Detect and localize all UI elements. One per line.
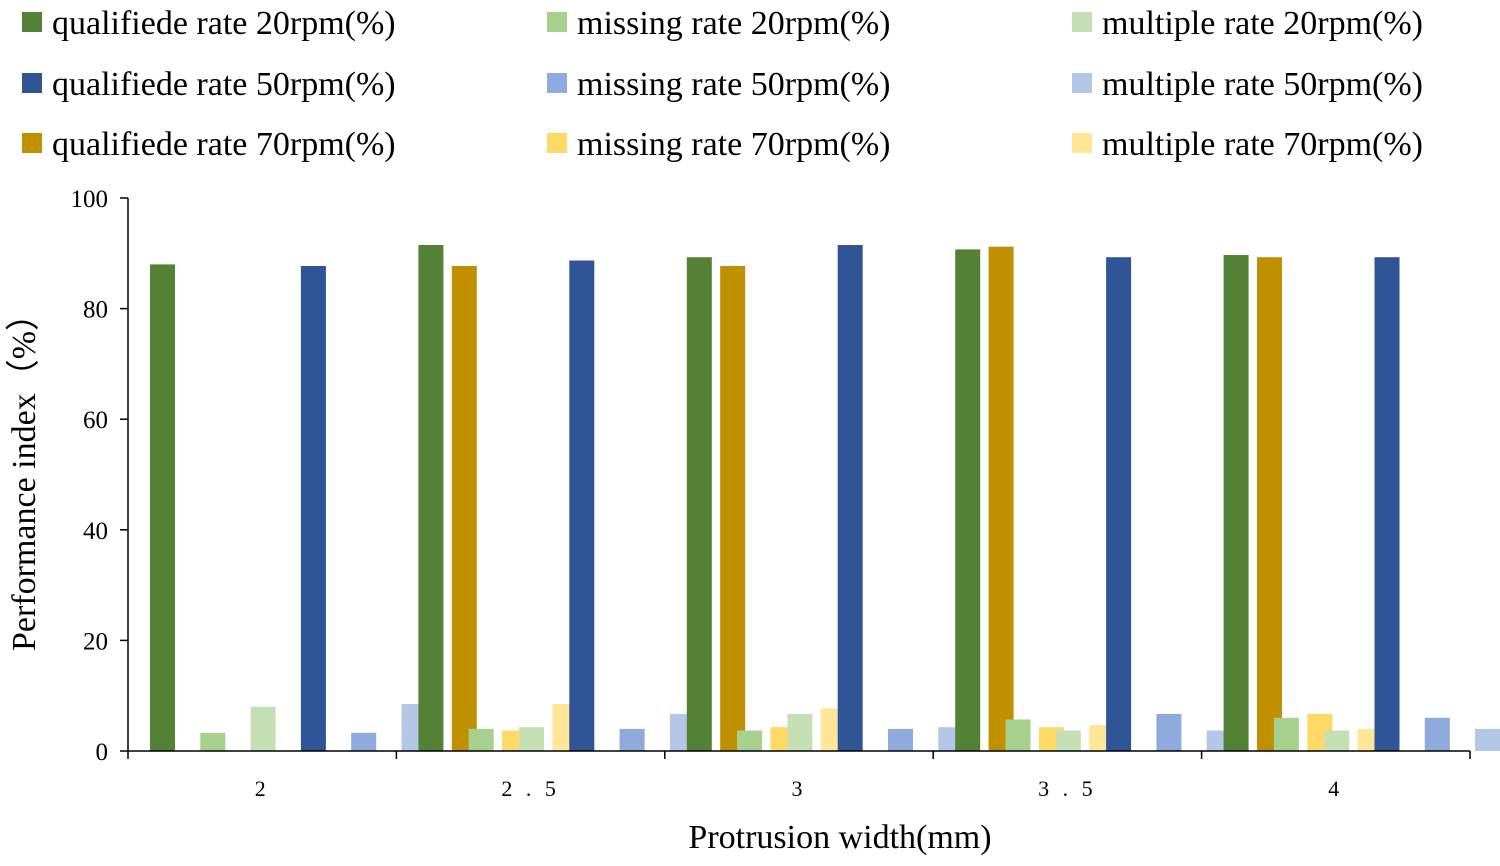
legend: qualifiede rate 20rpm(%) missing rate 20r… [22,5,1423,163]
legend-swatch [22,133,42,153]
x-tick-label: 2 . 5 [501,776,560,801]
legend-swatch [1072,133,1092,153]
legend-swatch [547,73,567,93]
bar-4-series-6 [1475,728,1500,751]
axes: 0 20 40 60 80 100 2 2 . 5 3 3 . 5 4 [71,186,1471,801]
bar-2-series-1 [150,264,175,751]
legend-item: missing rate 20rpm(%) [547,5,891,42]
legend-swatch [1072,12,1092,32]
x-tick-label: 3 [792,776,807,801]
bar-3-series-7 [988,246,1014,751]
legend-item: missing rate 70rpm(%) [547,126,891,163]
bar-2-series-3 [250,706,276,751]
bar-3_5-series-7 [1257,257,1282,751]
legend-label: multiple rate 20rpm(%) [1102,5,1423,42]
legend-item: qualifiede rate 70rpm(%) [22,126,396,163]
bar-3-series-1 [686,257,712,751]
bar-2-series-5 [351,732,377,751]
bar-3-series-4 [837,245,863,751]
bar-3_5-series-2 [1005,719,1031,751]
legend-item: missing rate 50rpm(%) [547,66,891,103]
bar-2-series-2 [200,732,226,751]
bar-3_5-series-1 [955,249,981,751]
legend-label: multiple rate 50rpm(%) [1102,66,1423,103]
legend-swatch [547,133,567,153]
legend-swatch [22,73,42,93]
bar-3_5-series-5 [1156,713,1182,751]
legend-item: multiple rate 70rpm(%) [1072,126,1423,163]
legend-label: qualifiede rate 70rpm(%) [52,126,396,163]
y-tick-label: 100 [71,186,109,213]
bar-4-series-3 [1324,730,1350,751]
legend-item: qualifiede rate 50rpm(%) [22,66,396,103]
bar-2-series-4 [300,266,326,751]
bar-2_5-series-3 [519,727,544,751]
x-axis-title: Protrusion width(mm) [688,819,991,856]
bar-2_5-series-2 [468,728,494,751]
legend-label: qualifiede rate 20rpm(%) [52,5,396,42]
bar-2-series-7 [451,266,477,751]
legend-item: qualifiede rate 20rpm(%) [22,5,396,42]
y-tick-label: 80 [83,297,108,324]
bar-4-series-2 [1273,717,1299,751]
bar-3-series-2 [737,730,763,751]
legend-swatch [547,12,567,32]
bar-3_5-series-3 [1055,730,1081,751]
x-tick-label: 2 [255,776,270,801]
legend-label: multiple rate 70rpm(%) [1102,126,1423,163]
legend-label: qualifiede rate 50rpm(%) [52,66,396,103]
y-tick-label: 40 [83,518,108,545]
x-tick-label: 3 . 5 [1038,776,1097,801]
legend-label: missing rate 50rpm(%) [577,66,891,103]
legend-label: missing rate 70rpm(%) [577,126,891,163]
bar-2_5-series-7 [720,266,746,751]
y-tick-label: 20 [83,628,108,655]
legend-label: missing rate 20rpm(%) [577,5,891,42]
bar-2_5-series-1 [418,245,444,751]
bar-2_5-series-4 [569,260,595,751]
bar-3_5-series-4 [1106,257,1132,751]
y-tick-label: 60 [83,407,108,434]
bar-3-series-3 [787,713,813,751]
bar-2_5-series-5 [619,728,645,751]
y-axis-title: Performance index（%） [5,297,43,651]
y-tick-label: 0 [96,739,109,766]
bar-4-series-4 [1374,257,1400,751]
legend-swatch [1072,73,1092,93]
bar-4-series-5 [1424,717,1450,751]
bars [150,245,1500,751]
bar-3-series-5 [888,728,913,751]
legend-item: multiple rate 50rpm(%) [1072,66,1423,103]
legend-item: multiple rate 20rpm(%) [1072,5,1423,42]
x-tick-label: 4 [1328,776,1343,801]
bar-4-series-1 [1223,255,1249,751]
legend-swatch [22,12,42,32]
